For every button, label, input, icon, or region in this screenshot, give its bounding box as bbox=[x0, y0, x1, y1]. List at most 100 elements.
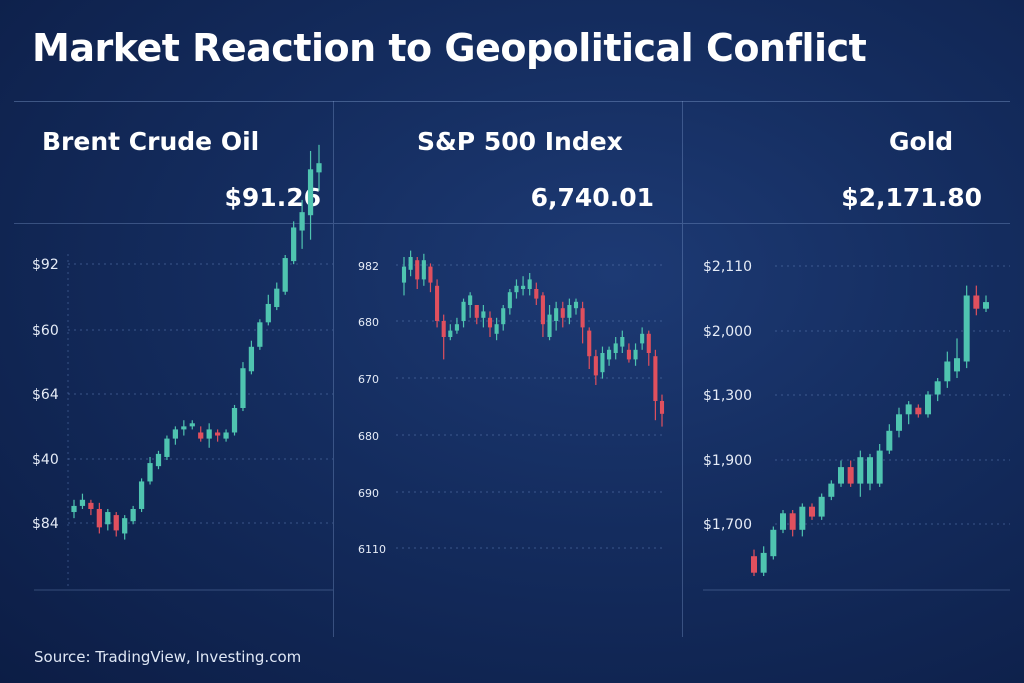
candle-body bbox=[240, 368, 246, 408]
candle bbox=[659, 394, 665, 427]
candle bbox=[593, 349, 598, 385]
candle-body bbox=[646, 333, 651, 353]
candle bbox=[113, 512, 119, 537]
candle bbox=[607, 346, 612, 366]
candle bbox=[534, 282, 539, 305]
candle-body bbox=[944, 361, 951, 382]
panel-price: 6,740.01 bbox=[530, 183, 654, 212]
candle-body bbox=[274, 288, 280, 308]
candle bbox=[653, 349, 658, 421]
candle bbox=[454, 317, 459, 334]
y-tick-label: 670 bbox=[358, 373, 379, 386]
y-tick-label: $92 bbox=[32, 257, 59, 273]
candle bbox=[487, 311, 493, 337]
candle bbox=[291, 221, 297, 265]
candle-body bbox=[468, 295, 473, 305]
candle-body bbox=[231, 408, 238, 433]
candle-body bbox=[573, 301, 579, 309]
panel-divider bbox=[333, 101, 334, 637]
candle-body bbox=[659, 401, 665, 414]
y-tick-label: $2,110 bbox=[703, 259, 752, 275]
candle-body bbox=[96, 508, 102, 528]
candle bbox=[215, 429, 221, 442]
candle bbox=[415, 257, 420, 289]
candle bbox=[105, 508, 111, 531]
y-tick-label: $64 bbox=[32, 387, 59, 403]
candle-body bbox=[580, 308, 585, 328]
candle bbox=[809, 503, 815, 520]
y-tick-label: $1,700 bbox=[703, 517, 752, 533]
candle-body bbox=[600, 353, 605, 373]
candle-body bbox=[105, 512, 111, 525]
candle bbox=[580, 301, 585, 344]
candle-body bbox=[223, 432, 229, 439]
chart-gold: $2,110 $2,000 $1,300 $1,900 $1,700 bbox=[703, 259, 1010, 591]
candle bbox=[905, 401, 912, 425]
candle-body bbox=[799, 506, 806, 530]
candle bbox=[838, 460, 844, 487]
candle bbox=[189, 420, 195, 430]
candle bbox=[560, 301, 565, 328]
candle-body bbox=[461, 301, 466, 321]
candle bbox=[421, 253, 426, 286]
candle-body bbox=[954, 358, 960, 372]
candle bbox=[501, 305, 506, 331]
candle-body bbox=[248, 346, 255, 372]
candle bbox=[138, 478, 145, 513]
candle bbox=[799, 503, 806, 537]
panel-price: $2,171.80 bbox=[841, 183, 982, 212]
candle-body bbox=[257, 322, 263, 347]
candle bbox=[122, 515, 128, 540]
candle bbox=[876, 444, 883, 487]
candle-body bbox=[113, 515, 119, 531]
candle-body bbox=[620, 337, 625, 347]
candle bbox=[567, 298, 572, 325]
candle-body bbox=[206, 429, 212, 439]
candle-body bbox=[291, 227, 297, 262]
candle-body bbox=[593, 356, 598, 376]
candle-body bbox=[789, 513, 796, 530]
candle-body bbox=[299, 212, 305, 231]
candle bbox=[547, 305, 552, 341]
candle-body bbox=[481, 311, 486, 318]
candle-body bbox=[640, 333, 645, 344]
candle-body bbox=[554, 308, 559, 321]
candle bbox=[461, 298, 466, 328]
candle bbox=[789, 510, 796, 537]
candle bbox=[282, 255, 288, 295]
candle-body bbox=[164, 438, 170, 457]
panel-separator bbox=[683, 223, 1010, 224]
panel-price: $91.26 bbox=[224, 183, 321, 212]
candle-body bbox=[307, 169, 314, 216]
source-note: Source: TradingView, Investing.com bbox=[34, 648, 302, 666]
candle-body bbox=[613, 343, 618, 353]
candle-body bbox=[527, 279, 532, 289]
candle-body bbox=[780, 513, 786, 530]
candle bbox=[401, 257, 407, 296]
candle bbox=[626, 343, 631, 363]
candle-body bbox=[905, 404, 912, 415]
candle bbox=[79, 493, 86, 509]
candle bbox=[915, 404, 922, 418]
candle bbox=[274, 282, 280, 311]
candle-body bbox=[487, 317, 493, 328]
candle-body bbox=[71, 505, 77, 513]
candle bbox=[448, 324, 453, 341]
panel-sp500: S&P 500 Index 6,740.01 982 680 670 680 690 61… bbox=[334, 101, 682, 637]
candle bbox=[983, 295, 989, 312]
candle-body bbox=[809, 506, 815, 517]
candle bbox=[828, 480, 835, 501]
candle-body bbox=[172, 429, 178, 439]
candle bbox=[514, 279, 519, 299]
candle-body bbox=[896, 414, 902, 431]
chart-brent-crude-oil: $92 $60 $64 $40 $84 bbox=[32, 144, 333, 591]
candle-body bbox=[454, 324, 459, 331]
candle-body bbox=[983, 302, 989, 309]
panel-separator bbox=[334, 223, 682, 224]
candle-body bbox=[587, 330, 592, 357]
candle-body bbox=[88, 502, 94, 509]
candle-body bbox=[847, 467, 854, 484]
panel-gold: Gold $2,171.80 $2,110 $2,000 $1,300 $1,900 $… bbox=[683, 101, 1010, 637]
candle-body bbox=[915, 407, 922, 415]
candle-body bbox=[401, 266, 407, 283]
